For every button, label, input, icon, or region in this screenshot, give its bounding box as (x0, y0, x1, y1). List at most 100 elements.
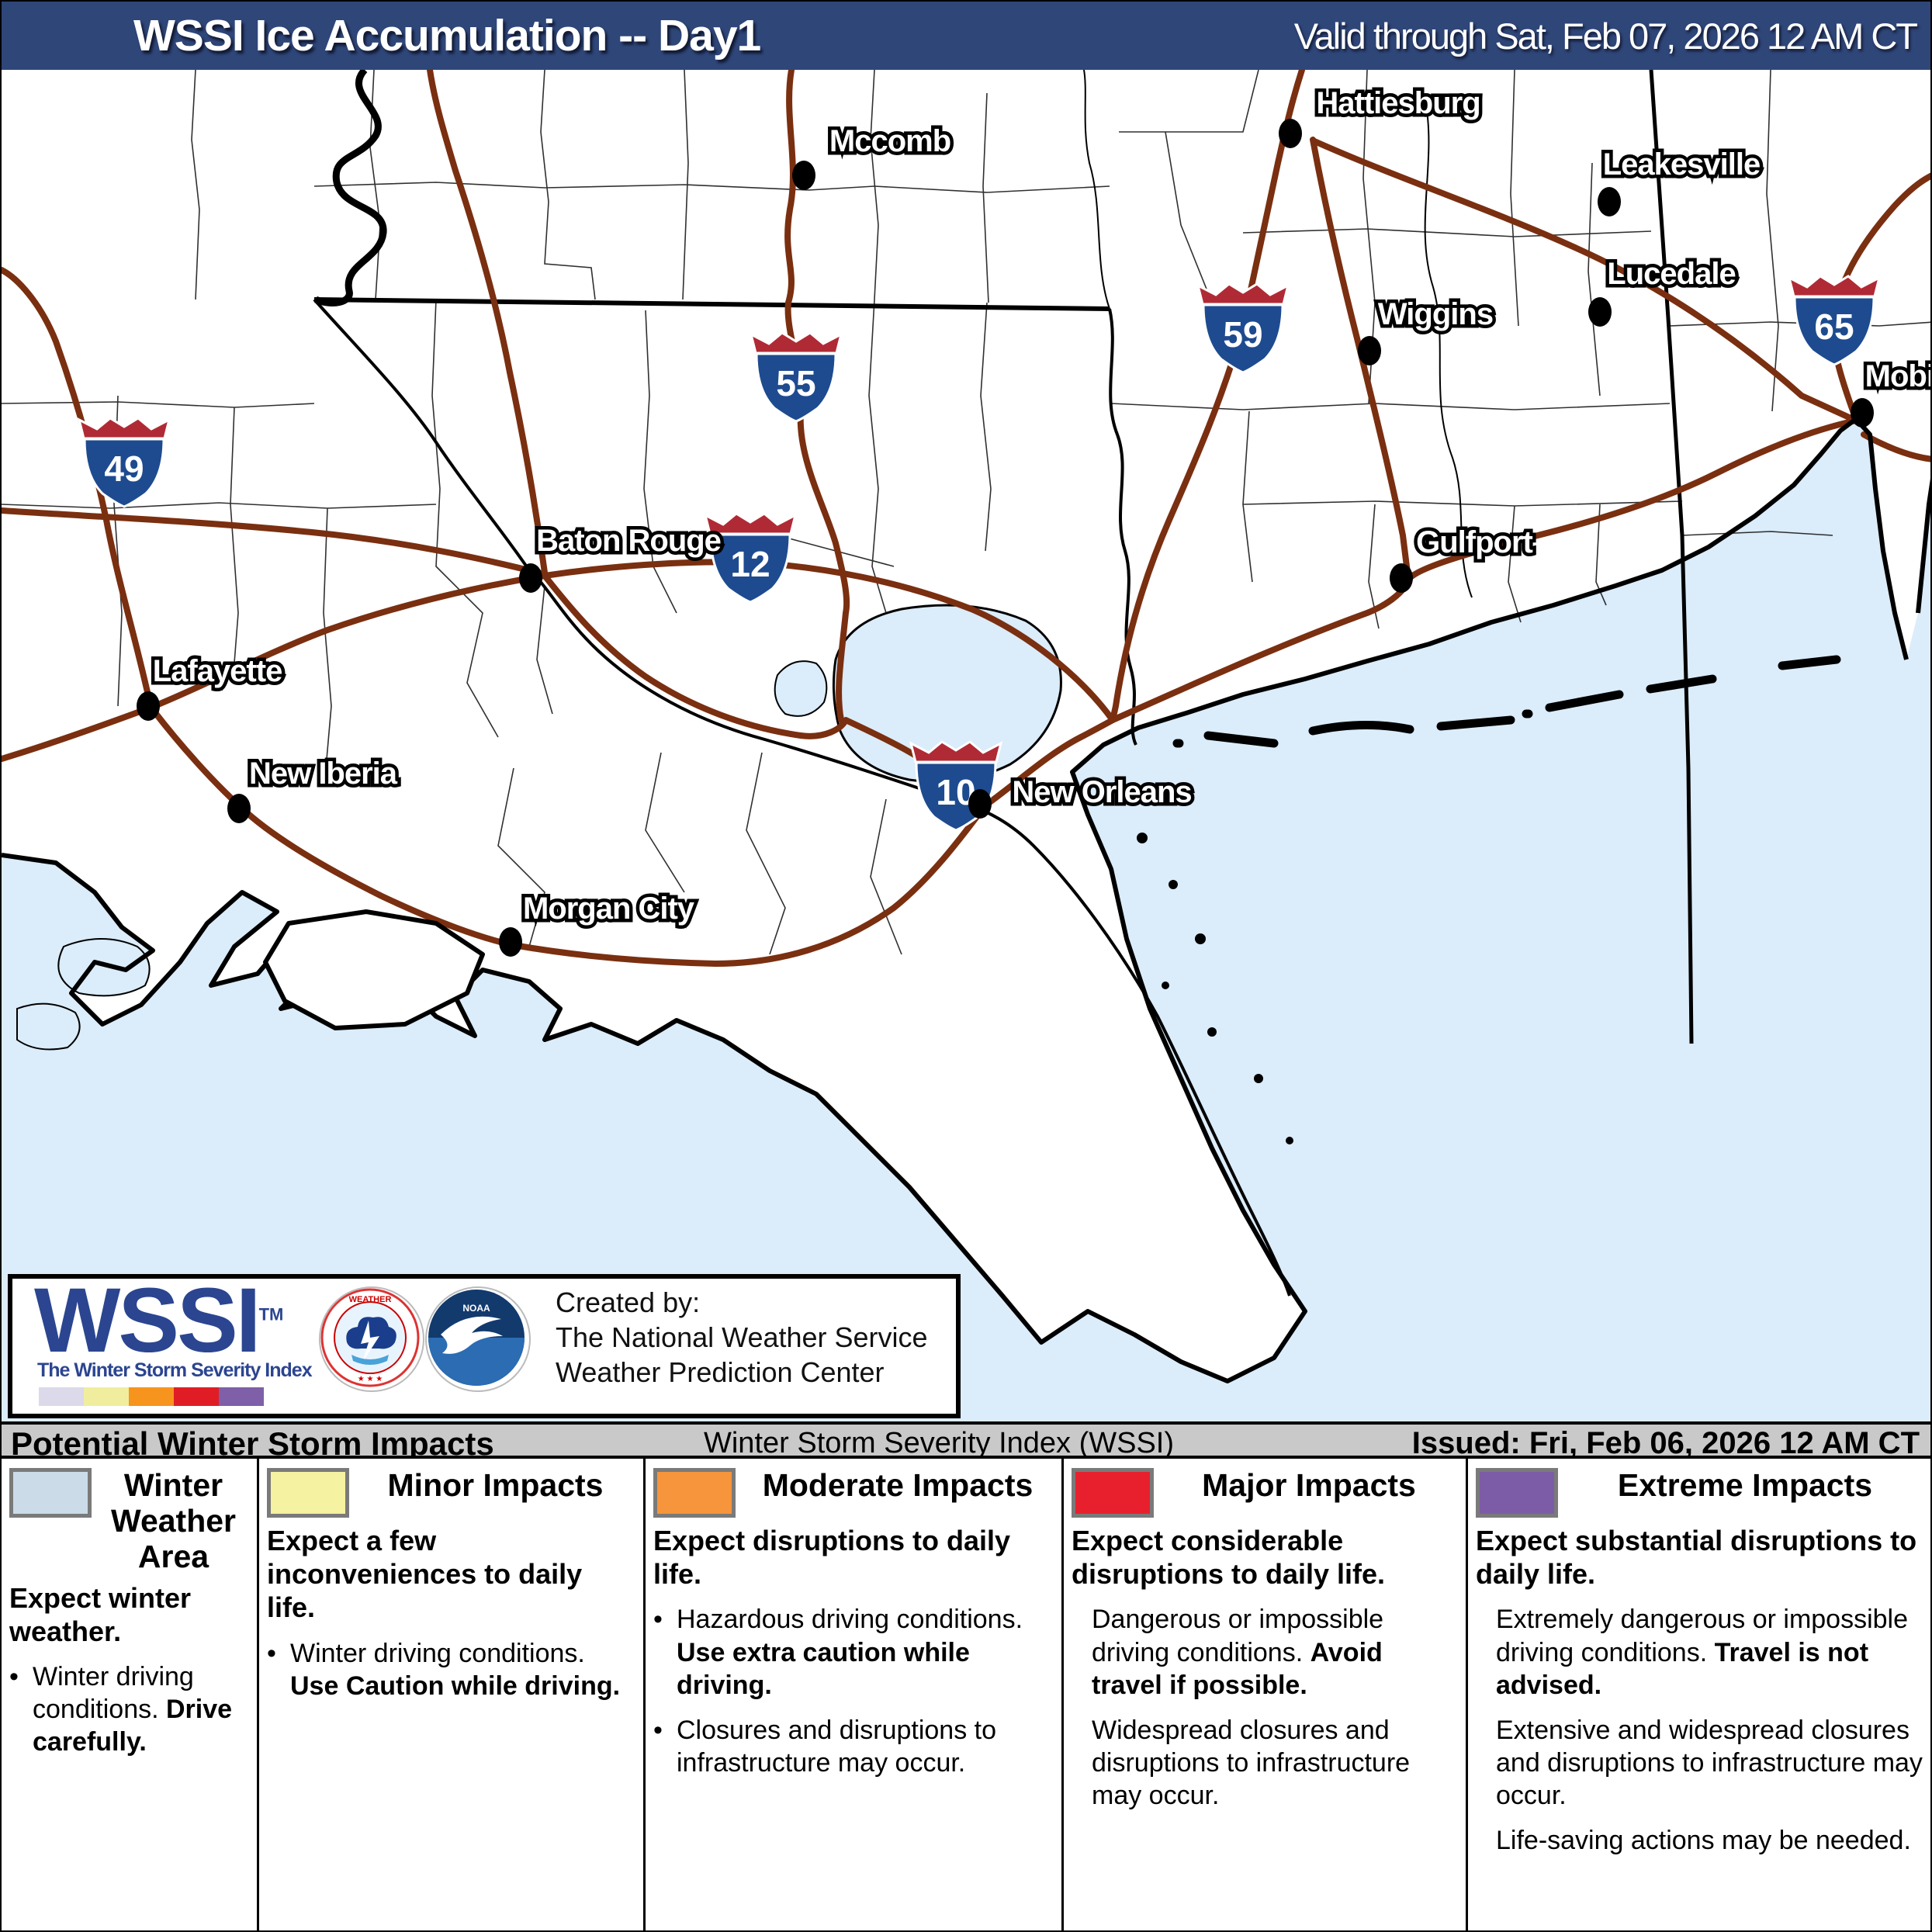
city-dot (137, 691, 160, 721)
lake-pontchartrain (832, 604, 1062, 783)
strip-swatch (129, 1387, 174, 1406)
interstate-shield-65: 65 (1787, 275, 1882, 366)
highway-us49 (1310, 137, 1411, 576)
header-bar: WSSI Ice Accumulation -- Day1 Valid thro… (2, 2, 1930, 70)
coastline (2, 417, 1930, 1383)
city-dot (519, 563, 542, 593)
city-label: Mccomb (829, 124, 950, 158)
legend-column-winter-weather-area: Winter Weather Area Expect winter weather… (2, 1459, 257, 1930)
shield-number: 12 (730, 544, 770, 584)
info-bar: Potential Winter Storm Impacts Winter St… (2, 1421, 1930, 1462)
highway-i10-br-no (542, 573, 1116, 808)
highway-us61 (427, 70, 548, 576)
strip-swatch (219, 1387, 264, 1406)
city-label: Morgan City (523, 892, 695, 926)
shield-number: 65 (1814, 306, 1854, 347)
city-dot (499, 927, 522, 957)
city-dot (1390, 563, 1413, 593)
legend-column-moderate-impacts: Moderate Impacts Expect disruptions to da… (643, 1459, 1061, 1930)
legend-item: Dangerous or impossible driving conditio… (1092, 1605, 1384, 1700)
legend-item: • Hazardous driving conditions. Use extra… (653, 1605, 1023, 1700)
city-label: Mobile (1865, 359, 1932, 393)
city-dot (1851, 398, 1874, 428)
nws-logo-icon: WEATHER ★ ★ ★ (319, 1286, 424, 1392)
legend-item: Widespread closures and disruptions to i… (1092, 1715, 1411, 1811)
trademark: TM (258, 1304, 284, 1324)
city-morgan-city: Morgan City (499, 888, 699, 957)
valid-through-text: Valid through Sat, Feb 07, 2026 12 AM CT (1293, 15, 1918, 57)
city-dot (968, 789, 992, 819)
legend-title: Extreme Impacts (1617, 1467, 1873, 1503)
legend-intro: Expect a few inconveniences to daily lif… (267, 1525, 583, 1624)
city-label: Leakesville (1603, 147, 1761, 182)
wssi-tagline: The Winter Storm Severity Index (37, 1359, 313, 1381)
weather-map[interactable]: 49 55 59 65 12 10 Mccomb Hattiesburg Leakesvill… (2, 70, 1932, 1421)
legend-title: Major Impacts (1202, 1467, 1416, 1503)
barrier-islands (1172, 655, 1841, 748)
city-dot (792, 161, 815, 190)
lake-maurepas (774, 660, 828, 717)
legend-column-minor-impacts: Minor Impacts Expect a few inconveniences… (257, 1459, 643, 1930)
city-baton-rouge: Baton Rouge (519, 521, 725, 593)
legend-column-extreme-impacts: Extreme Impacts Expect substantial disrup… (1466, 1459, 1930, 1930)
city-dot (1279, 119, 1302, 148)
highway-us98 (1311, 138, 1859, 424)
legend-title: Moderate Impacts (762, 1467, 1034, 1503)
noaa-logo-icon: NOAA (425, 1286, 531, 1392)
info-bar-title: Potential Winter Storm Impacts (11, 1425, 494, 1462)
page-title: WSSI Ice Accumulation -- Day1 (133, 11, 761, 61)
highway-i10-bay (1861, 431, 1930, 462)
severity-color-strip (39, 1387, 264, 1406)
city-wiggins: Wiggins (1358, 294, 1497, 365)
highways (2, 70, 1930, 967)
city-label: Lafayette (153, 654, 282, 688)
strip-swatch (84, 1387, 129, 1406)
city-dot (1588, 297, 1612, 327)
map-area[interactable]: 49 55 59 65 12 10 Mccomb Hattiesburg Leakesvill… (2, 70, 1932, 1421)
legend-item: • Winter driving conditions. Use Caution … (267, 1638, 621, 1701)
legend-item: • Closures and disruptions to infrastruct… (653, 1715, 997, 1778)
state-line-31n (313, 297, 1110, 311)
city-mccomb: Mccomb (792, 121, 955, 190)
white-lake (16, 1002, 81, 1051)
highway-i10-coastal (1110, 417, 1859, 723)
strip-swatch (39, 1387, 84, 1406)
city-label: Hattiesburg (1316, 86, 1480, 120)
city-lafayette: Lafayette (137, 651, 286, 721)
legend-swatch (653, 1468, 736, 1518)
svg-text:WEATHER: WEATHER (349, 1295, 392, 1304)
city-gulfport: Gulfport (1390, 522, 1537, 593)
issued-text: Issued: Fri, Feb 06, 2026 12 AM CT (1411, 1426, 1920, 1460)
legend-intro: Expect considerable disruptions to daily… (1072, 1525, 1386, 1591)
city-new-iberia: New Iberia (227, 753, 402, 823)
city-hattiesburg: Hattiesburg (1279, 83, 1484, 148)
legend-item: • Winter driving conditions. Drive carefu… (9, 1662, 233, 1757)
city-markers: Mccomb Hattiesburg Leakesville Lucedale Wigg… (137, 83, 1932, 957)
legend-swatch (9, 1468, 92, 1518)
city-dot (227, 794, 251, 823)
mississippi-river-lower (313, 298, 1291, 1297)
legend-title: Minor Impacts (387, 1467, 604, 1503)
city-mobile: Mobile (1851, 356, 1932, 428)
shield-number: 55 (776, 363, 815, 403)
interstate-shield-10: 10 (909, 740, 1003, 832)
legend-intro: Expect winter weather. (9, 1581, 192, 1647)
city-dot (1598, 187, 1621, 216)
highway-i59 (1110, 70, 1305, 723)
shield-number: 59 (1223, 314, 1262, 355)
wssi-logo-box: WSSITM The Winter Storm Severity Index W… (8, 1269, 961, 1418)
mississippi-river-upper (314, 70, 387, 306)
city-label: Lucedale (1607, 257, 1735, 291)
pearl-river-border (1108, 308, 1137, 746)
marsh-specks (1107, 788, 1293, 1144)
county-borders (2, 70, 1930, 955)
strip-swatch (174, 1387, 219, 1406)
svg-text:★ ★ ★: ★ ★ ★ (358, 1375, 383, 1383)
legend-intro: Expect disruptions to daily life. (653, 1525, 1011, 1591)
gulf-water (2, 419, 1930, 1421)
legend-item: Life-saving actions may be needed. (1496, 1826, 1911, 1856)
interstate-shield-49: 49 (77, 417, 171, 508)
ms-al-border (1649, 70, 1694, 1044)
city-lucedale: Lucedale (1588, 254, 1740, 327)
interstate-shield-55: 55 (749, 331, 843, 423)
